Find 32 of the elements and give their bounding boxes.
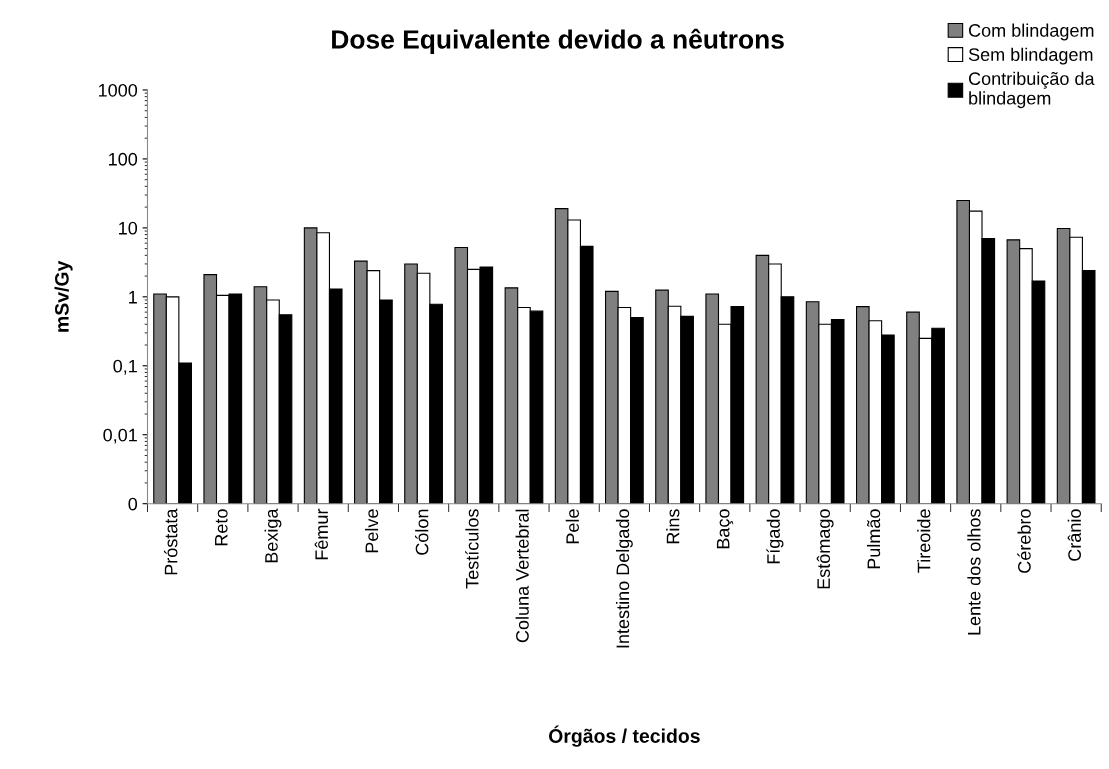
x-tick-label: Pelve — [364, 509, 379, 553]
chart-title: Dose Equivalente devido a nêutrons — [332, 28, 784, 55]
x-tick-label: Coluna Vertebral — [515, 509, 529, 643]
x-tick-label: Fígado — [766, 509, 784, 564]
y-tick-label: 10 — [119, 221, 138, 235]
x-tick-label: Pulmão — [866, 509, 881, 569]
x-tick-label: Crânio — [1067, 509, 1081, 561]
x-tick-label: Testículos — [465, 509, 479, 589]
y-tick-label: 0,01 — [103, 428, 137, 444]
x-tick-label: Intestino Delgado — [615, 509, 633, 648]
y-tick-label: 1000 — [98, 83, 138, 97]
y-axis-title: mSv/Gy — [54, 260, 73, 332]
x-tick-label: Cérebro — [1017, 509, 1031, 573]
x-tick-label: Reto — [215, 509, 228, 546]
x-tick-label: Lente dos olhos — [967, 509, 981, 635]
x-tick-label: Baço — [716, 509, 734, 549]
x-axis-title: Órgãos / tecidos — [548, 725, 700, 747]
x-tick-label: Fêmur — [314, 508, 329, 560]
x-tick-label: Bexiga — [264, 508, 282, 563]
x-tick-label: Tireoide — [917, 509, 931, 573]
legend-label: Contribuição da blindagem — [968, 71, 1095, 109]
legend-label: Sem blindagem — [968, 47, 1093, 65]
y-tick-label: 1 — [129, 290, 137, 304]
x-tick-label: Pele — [565, 509, 580, 544]
x-tick-label: Próstata — [163, 508, 178, 575]
x-tick-label: Rins — [666, 509, 680, 544]
y-tick-label: 0 — [128, 497, 138, 511]
x-tick-label: Estômago — [816, 509, 834, 589]
legend-label: Com blindagem — [968, 23, 1094, 41]
y-tick-label: 100 — [109, 152, 138, 166]
x-tick-label: Cólon — [414, 509, 429, 555]
y-tick-label: 0,1 — [113, 359, 137, 375]
